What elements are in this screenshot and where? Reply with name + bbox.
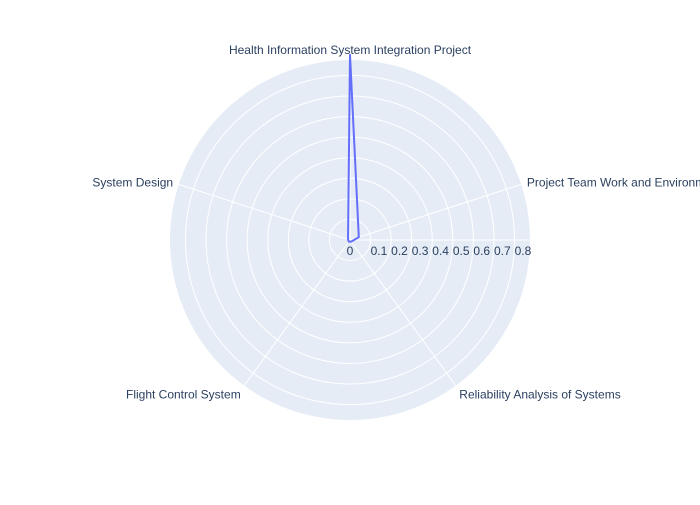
radial-tick-label: 0.2 [391, 244, 408, 258]
series-layer [347, 53, 360, 243]
radial-tick-label: 0.8 [515, 244, 532, 258]
category-label-3: Flight Control System [126, 388, 241, 402]
radial-tick-label: 0.7 [494, 244, 511, 258]
radial-tick-label: 0.1 [371, 244, 388, 258]
category-label-0: Health Information System Integration Pr… [229, 43, 472, 57]
label-layer: 0 0.1 0.2 0.3 0.4 0.5 0.6 0.7 0.8 Health Informat… [92, 43, 700, 402]
series-line-0 [347, 53, 360, 243]
grid-layer [178, 60, 530, 406]
category-label-4: System Design [92, 176, 173, 190]
angular-spoke-3 [243, 239, 351, 386]
radial-tick-label: 0.3 [412, 244, 429, 258]
radial-tick-label: 0.5 [453, 244, 470, 258]
category-label-2: Reliability Analysis of Systems [459, 388, 620, 402]
angular-spoke-4 [178, 183, 351, 241]
category-label-1: Project Team Work and Environment [527, 176, 700, 190]
radial-tick-label: 0.6 [473, 244, 490, 258]
angular-spoke-1 [349, 183, 522, 241]
angular-spoke-2 [349, 239, 457, 386]
radial-tick-label: 0.4 [432, 244, 449, 258]
radial-tick-label: 0 [347, 244, 354, 258]
